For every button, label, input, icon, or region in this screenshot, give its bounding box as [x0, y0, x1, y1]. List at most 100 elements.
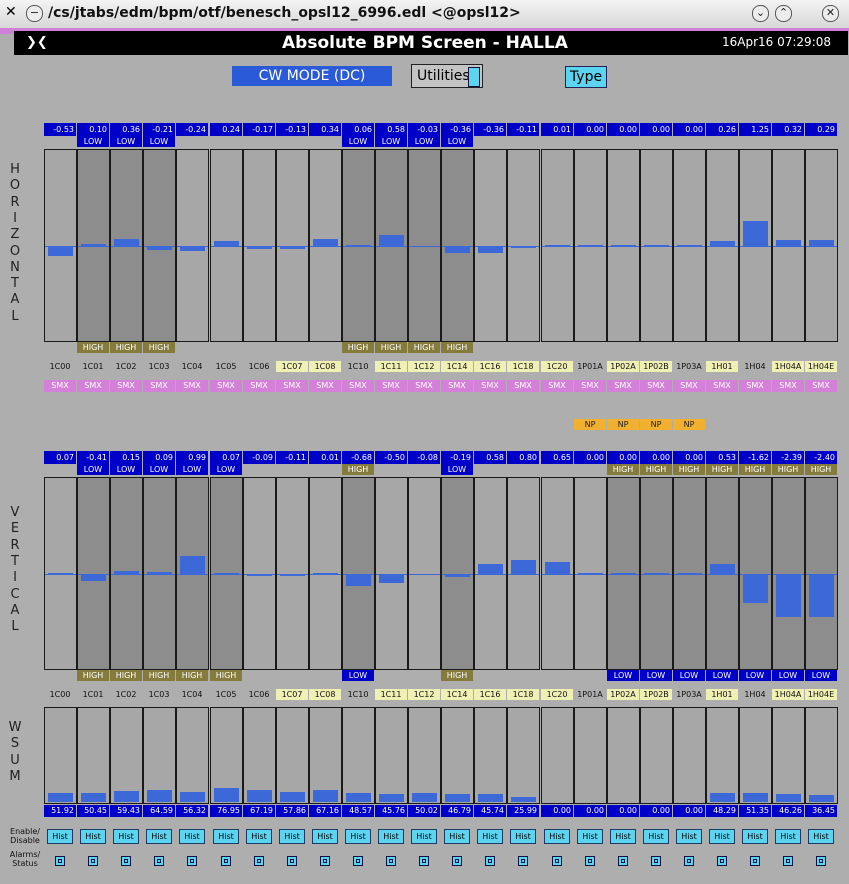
- bpm-name-label: 1C18: [507, 361, 539, 372]
- alarm-status-icon[interactable]: [287, 856, 297, 866]
- bpm-name-label: 1P03A: [676, 362, 702, 371]
- h-bottom-alarm-badge: HIGH: [77, 342, 109, 353]
- hist-button[interactable]: Hist: [742, 829, 768, 844]
- hist-button[interactable]: Hist: [444, 829, 470, 844]
- horizontal-axis-label-letter: A: [10, 292, 20, 308]
- wsum-value: 0.00: [574, 805, 606, 817]
- wsum-value: 46.79: [441, 805, 473, 817]
- utilities-menu-button[interactable]: Utilities: [411, 64, 483, 88]
- wsum-value: 57.86: [276, 805, 308, 817]
- alarm-status-icon[interactable]: [254, 856, 264, 866]
- hist-button[interactable]: Hist: [709, 829, 735, 844]
- v-zero-line: [45, 574, 76, 575]
- hist-button[interactable]: Hist: [113, 829, 139, 844]
- hist-button[interactable]: Hist: [544, 829, 570, 844]
- vertical-axis-label-letter: V: [10, 505, 20, 520]
- v-top-alarm-badge: HIGH: [342, 464, 374, 475]
- type-button[interactable]: Type: [565, 66, 607, 88]
- v-position-value: 0.65: [541, 451, 573, 464]
- bpm-name-label: 1C12: [408, 361, 440, 372]
- hist-button[interactable]: Hist: [610, 829, 636, 844]
- alarm-status-icon[interactable]: [452, 856, 462, 866]
- hist-button[interactable]: Hist: [477, 829, 503, 844]
- hist-button[interactable]: Hist: [676, 829, 702, 844]
- alarm-status-icon[interactable]: [750, 856, 760, 866]
- hist-button[interactable]: Hist: [279, 829, 305, 844]
- hist-button[interactable]: Hist: [246, 829, 272, 844]
- hist-button[interactable]: Hist: [411, 829, 437, 844]
- hist-button[interactable]: Hist: [775, 829, 801, 844]
- alarm-status-icon[interactable]: [121, 856, 131, 866]
- v-position-plot: [474, 477, 507, 670]
- hist-button[interactable]: Hist: [643, 829, 669, 844]
- alarm-status-icon[interactable]: [320, 856, 330, 866]
- alarm-status-icon[interactable]: [353, 856, 363, 866]
- hist-button[interactable]: Hist: [80, 829, 106, 844]
- wsum-value: 50.02: [408, 805, 440, 817]
- alarm-status-icon[interactable]: [88, 856, 98, 866]
- smx-badge: SMX: [441, 380, 473, 392]
- hist-button[interactable]: Hist: [146, 829, 172, 844]
- alarm-status-icon[interactable]: [651, 856, 661, 866]
- h-position-value: 0.00: [574, 123, 606, 136]
- hist-button[interactable]: Hist: [577, 829, 603, 844]
- alarm-status-icon[interactable]: [717, 856, 727, 866]
- v-position-bar: [114, 571, 139, 574]
- wsum-bar: [478, 793, 503, 802]
- bpm-name-label: 1C11: [375, 361, 407, 372]
- v-top-alarm-badge: HIGH: [805, 464, 837, 475]
- alarm-status-icon[interactable]: [485, 856, 495, 866]
- v-position-plot: [772, 477, 805, 670]
- minimize-button[interactable]: ⌄: [752, 5, 769, 22]
- v-position-plot: [408, 477, 441, 670]
- h-top-alarm-badge: LOW: [375, 136, 407, 147]
- alarm-status-icon[interactable]: [518, 856, 528, 866]
- v-position-value: -0.08: [408, 451, 440, 464]
- v-position-bar: [445, 574, 470, 578]
- h-position-value: 0.06: [342, 123, 374, 136]
- hist-button[interactable]: Hist: [312, 829, 338, 844]
- alarm-status-icon[interactable]: [55, 856, 65, 866]
- close-button[interactable]: ✕: [822, 5, 839, 22]
- v-zero-line: [542, 574, 573, 575]
- alarm-status-icon[interactable]: [552, 856, 562, 866]
- h-position-plot: [210, 149, 243, 342]
- alarm-status-icon[interactable]: [618, 856, 628, 866]
- h-position-bar: [545, 245, 570, 246]
- wsum-plot: [77, 707, 110, 804]
- alarm-status-icon[interactable]: [783, 856, 793, 866]
- v-bottom-alarm-badge: HIGH: [210, 670, 242, 681]
- v-position-value: 0.07: [44, 451, 76, 464]
- v-top-alarm-badge: LOW: [77, 464, 109, 475]
- hist-button[interactable]: Hist: [213, 829, 239, 844]
- hist-button[interactable]: Hist: [47, 829, 73, 844]
- hist-button[interactable]: Hist: [510, 829, 536, 844]
- maximize-button[interactable]: ⌃: [775, 5, 792, 22]
- alarm-status-icon[interactable]: [221, 856, 231, 866]
- h-position-bar: [511, 246, 536, 249]
- alarm-status-icon[interactable]: [187, 856, 197, 866]
- v-position-plot: [77, 477, 110, 670]
- wsum-plot: [210, 707, 243, 804]
- wsum-value: 36.45: [805, 805, 837, 817]
- window-menu-button[interactable]: −: [26, 5, 43, 22]
- hist-button[interactable]: Hist: [345, 829, 371, 844]
- alarm-status-icon[interactable]: [585, 856, 595, 866]
- alarm-status-icon[interactable]: [684, 856, 694, 866]
- alarm-status-icon[interactable]: [154, 856, 164, 866]
- alarm-status-icon[interactable]: [419, 856, 429, 866]
- alarm-status-icon[interactable]: [386, 856, 396, 866]
- hist-button[interactable]: Hist: [808, 829, 834, 844]
- smx-badge: SMX: [309, 380, 341, 392]
- wsum-value: 59.43: [110, 805, 142, 817]
- v-position-value: 0.00: [574, 451, 606, 464]
- bpm-name-label: 1C06: [248, 362, 270, 371]
- hist-button[interactable]: Hist: [378, 829, 404, 844]
- hist-button[interactable]: Hist: [179, 829, 205, 844]
- wsum-plot: [474, 707, 507, 804]
- alarm-status-icon[interactable]: [816, 856, 826, 866]
- v-position-bar: [511, 559, 536, 574]
- h-position-plot: [276, 149, 309, 342]
- bpm-name-label: 1C02: [115, 362, 137, 371]
- h-position-bar: [379, 234, 404, 246]
